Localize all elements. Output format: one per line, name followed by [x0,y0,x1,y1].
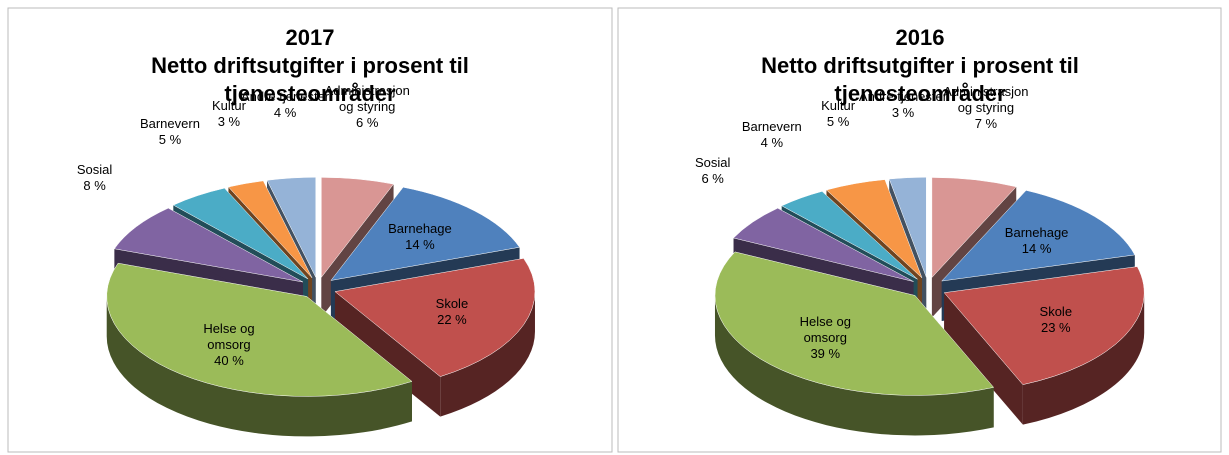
data-label: Barnevern 5 % [120,116,220,148]
slice-side [714,295,994,436]
slice-side [1022,292,1145,425]
data-label: Helse og omsorg 39 % [785,314,865,362]
value-label: 23 % [1040,319,1071,335]
data-label: Andre tjenester 3 % [853,89,953,121]
category-label: Andre tjenester [240,89,330,105]
category-label: Administrasjon og styring [943,84,1029,116]
value-label: 8 % [83,178,106,194]
slice-side [334,291,441,417]
category-label: Barnevern [741,119,802,135]
slice [321,177,395,279]
category-label: Kultur [821,97,856,113]
value-label: 4 % [760,135,784,151]
slice [888,176,927,278]
value-label: 6 % [701,171,724,187]
chart-title: 2016 [895,25,945,50]
slice [334,258,536,377]
slice [113,207,304,283]
slice [825,179,923,279]
category-label: Helse og omsorg [203,320,255,352]
data-label: Barnehage 14 % [997,225,1077,257]
data-label: Skole 23 % [1016,304,1096,336]
slice [931,177,1017,279]
data-label: Barnevern 4 % [722,119,822,151]
chart-subtitle: Netto driftsutgifter i prosent til tjene… [761,53,1079,106]
data-label: Administrasjon og styring 7 % [936,84,1036,132]
value-label: 39 % [810,346,841,362]
data-label: Sosial 6 % [663,155,763,187]
slice [714,251,995,396]
category-label: Barnehage [1004,225,1069,241]
data-label: Kultur 3 % [179,98,279,130]
category-label: Skole [1039,303,1073,319]
category-label: Helse og omsorg [799,314,851,346]
value-label: 22 % [437,312,467,328]
slice [733,207,914,282]
data-label: Andre tjenester 4 % [235,89,335,121]
slice [172,187,309,280]
data-label: Helse og omsorg 40 % [189,321,269,369]
category-label: Barnehage [388,221,452,237]
slice [266,177,317,278]
chart-title-block: 2016 Netto driftsutgifter i prosent til t… [730,24,1110,108]
value-label: 5 % [158,131,182,147]
value-label: 40 % [214,352,244,368]
category-label: Barnevern [139,115,200,131]
category-label: Sosial [76,162,113,178]
value-label: 4 % [273,105,297,121]
slice [941,190,1136,282]
data-label: Barnehage 14 % [380,221,460,253]
category-label: Andre tjenester [858,88,948,104]
value-label: 3 % [891,104,915,120]
slice-side [944,292,1023,425]
data-label: Kultur 5 % [788,98,888,130]
slice [227,180,313,278]
value-label: 6 % [356,115,379,131]
slice-side [440,291,535,417]
slice [943,266,1145,385]
slice-side [106,296,413,437]
slice [106,262,413,397]
data-label: Skole 22 % [412,296,492,328]
category-label: Sosial [694,155,731,171]
value-label: 7 % [974,116,998,132]
category-label: Kultur [211,97,246,113]
chart-subtitle: Netto driftsutgifter i prosent til tjene… [151,53,469,106]
slice [781,191,918,280]
data-label: Sosial 8 % [45,162,145,194]
value-label: 3 % [217,113,241,129]
chart-title-block: 2017 Netto driftsutgifter i prosent til t… [120,24,500,108]
category-label: Skole [435,296,469,312]
value-label: 5 % [826,113,850,129]
chart-title: 2017 [285,25,335,50]
slice [330,186,520,281]
value-label: 14 % [405,237,435,253]
category-label: Administrasjon og styring [324,83,410,115]
value-label: 14 % [1021,241,1052,257]
data-label: Administrasjon og styring 6 % [317,83,417,131]
